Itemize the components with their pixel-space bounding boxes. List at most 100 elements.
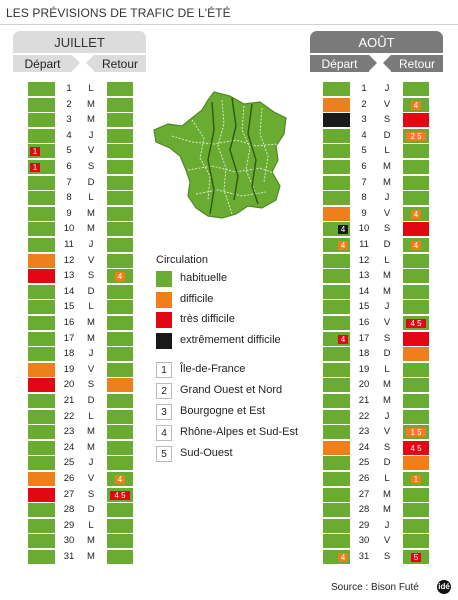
retour-header-aout: Retour	[391, 55, 443, 72]
day-number: 24	[358, 441, 370, 453]
day-number: 2	[66, 98, 72, 110]
day-number: 29	[358, 519, 370, 531]
day-number: 7	[66, 176, 72, 188]
depart-cell	[28, 253, 55, 268]
day-name: M	[383, 504, 391, 516]
day-name: V	[87, 254, 95, 266]
depart-cell	[28, 284, 55, 299]
depart-cell	[323, 300, 350, 315]
day-number: 1	[66, 83, 72, 94]
day-name: J	[88, 129, 94, 141]
legend-label: extrêmement difficile	[180, 333, 281, 346]
day-name: L	[384, 145, 390, 157]
region-badge: 4	[115, 475, 125, 484]
retour-cell	[403, 269, 429, 284]
day-name: D	[87, 395, 95, 406]
day-name: J	[384, 301, 390, 313]
retour-cell	[107, 82, 133, 96]
day-number: 13	[358, 270, 370, 282]
retour-cell	[403, 284, 429, 299]
day-name: M	[87, 551, 95, 562]
depart-cell	[28, 503, 55, 518]
retour-cell	[403, 253, 429, 268]
retour-cell	[107, 238, 133, 252]
day-number: 4	[361, 129, 367, 141]
retour-cell: 4 5	[107, 487, 133, 502]
day-name: S	[87, 488, 95, 500]
day-name: D	[383, 457, 391, 469]
depart-cell	[28, 378, 55, 393]
retour-cell	[107, 362, 133, 377]
depart-cell	[323, 175, 350, 190]
day-number: 2	[361, 98, 367, 110]
depart-cell	[28, 300, 55, 315]
depart-cell	[323, 82, 350, 96]
day-number: 31	[358, 551, 370, 562]
depart-cell	[323, 394, 350, 408]
day-number: 9	[361, 207, 367, 219]
retour-cell	[107, 409, 133, 424]
depart-cell	[323, 362, 350, 377]
day-name: J	[88, 239, 94, 250]
retour-cell	[107, 253, 133, 268]
day-name: M	[87, 535, 95, 547]
retour-cell	[107, 394, 133, 408]
retour-cell	[403, 144, 429, 159]
legend-label: habituelle	[180, 272, 228, 284]
depart-cell	[323, 518, 350, 533]
day-name: M	[383, 488, 391, 500]
retour-cell	[107, 222, 133, 237]
day-number: 8	[361, 192, 367, 204]
page-title: LES PRÉVISIONS DE TRAFIC DE L'ÉTÉ	[6, 6, 231, 20]
day-number: 28	[63, 504, 75, 516]
region-badge: 2 5	[406, 131, 426, 141]
depart-cell	[28, 440, 55, 455]
retour-cell	[107, 347, 133, 362]
depart-cell	[28, 472, 55, 486]
retour-cell: 1	[403, 472, 429, 486]
depart-cell	[323, 409, 350, 424]
depart-cell: 4	[323, 331, 350, 346]
day-name: M	[383, 270, 391, 282]
depart-cell	[323, 456, 350, 471]
region-badge: 1	[30, 147, 40, 157]
france-map-icon	[153, 91, 287, 219]
depart-cell	[28, 456, 55, 471]
legend-swatch	[156, 271, 172, 287]
retour-cell	[403, 82, 429, 96]
day-name: V	[87, 145, 95, 157]
region-label: Rhône-Alpes et Sud-Est	[180, 426, 299, 438]
day-number: 16	[63, 317, 75, 328]
legend-label: très difficile	[180, 313, 235, 325]
depart-cell	[323, 144, 350, 159]
day-name: L	[88, 301, 94, 313]
depart-cell	[28, 269, 55, 284]
day-number: 17	[358, 332, 370, 344]
day-number: 22	[63, 410, 75, 422]
depart-cell	[323, 206, 350, 221]
day-name: J	[384, 519, 390, 531]
day-name: S	[383, 332, 391, 344]
day-number: 26	[63, 473, 75, 484]
depart-cell	[28, 362, 55, 377]
depart-cell	[323, 503, 350, 518]
depart-cell	[323, 113, 350, 128]
retour-cell	[403, 300, 429, 315]
depart-cell	[323, 472, 350, 486]
day-name: L	[88, 192, 94, 204]
day-number: 25	[63, 457, 75, 469]
depart-cell	[28, 113, 55, 128]
depart-cell	[323, 284, 350, 299]
retour-cell	[403, 222, 429, 237]
day-name: D	[87, 176, 95, 188]
retour-cell	[107, 160, 133, 174]
retour-cell	[403, 378, 429, 393]
depart-cell	[28, 425, 55, 440]
depart-cell	[28, 97, 55, 112]
arrow-right-icon	[369, 55, 377, 71]
day-number: 5	[66, 145, 72, 157]
day-name: D	[87, 285, 95, 297]
day-name: M	[383, 161, 391, 172]
day-number: 19	[63, 363, 75, 375]
day-number: 7	[361, 176, 367, 188]
